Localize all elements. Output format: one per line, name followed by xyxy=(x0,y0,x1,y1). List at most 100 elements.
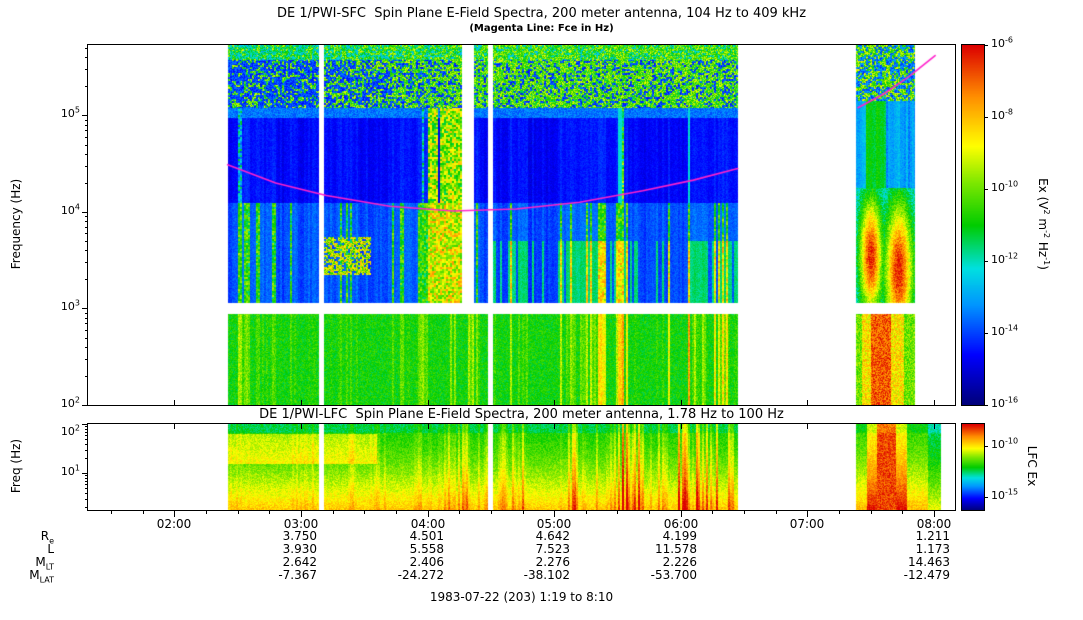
sfc-y-minor-tick xyxy=(85,347,88,348)
sfc-colorbar-tick-label: 10-14 xyxy=(991,323,1019,338)
lfc-x-major-tick xyxy=(934,424,935,429)
sfc-y-minor-tick xyxy=(85,279,88,280)
lfc-panel xyxy=(87,423,956,511)
ephemeris-value: 1.211 xyxy=(915,529,950,543)
lfc-y-minor-tick xyxy=(85,475,88,476)
lfc-y-minor-tick xyxy=(85,439,88,440)
sfc-colorbar-tick xyxy=(984,189,988,190)
sfc-y-tick-label: 104 xyxy=(60,202,80,217)
sfc-colorbar-tick xyxy=(984,405,988,406)
ephemeris-value: 4.199 xyxy=(662,529,697,543)
lfc-y-minor-tick xyxy=(85,450,88,451)
ephemeris-value: 2.226 xyxy=(662,555,697,569)
lfc-x-major-tick xyxy=(174,424,175,429)
lfc-y-minor-tick xyxy=(85,481,88,482)
x-axis-minor-tick xyxy=(871,511,872,514)
sfc-x-major-tick xyxy=(301,400,302,405)
sfc-y-major-tick xyxy=(82,212,88,213)
sfc-colorbar-tick-label: 10-6 xyxy=(991,35,1013,50)
x-axis-minor-tick xyxy=(269,511,270,514)
lfc-x-major-tick xyxy=(301,424,302,429)
x-axis-tick-label: 07:00 xyxy=(789,517,825,531)
ephemeris-value: 3.930 xyxy=(282,542,317,556)
sfc-title: DE 1/PWI-SFC Spin Plane E-Field Spectra,… xyxy=(276,6,807,21)
x-axis-minor-tick xyxy=(902,511,903,514)
sfc-x-major-tick xyxy=(934,400,935,405)
lfc-x-major-tick xyxy=(554,424,555,429)
ephemeris-value: 5.558 xyxy=(409,542,444,556)
lfc-y-minor-tick xyxy=(85,435,88,436)
sfc-colorbar-tick-label: 10-16 xyxy=(991,395,1019,410)
sfc-y-minor-tick xyxy=(85,130,88,131)
sfc-x-major-tick xyxy=(807,400,808,405)
ephemeris-row-label: L xyxy=(47,542,54,556)
sfc-colorbar-tick xyxy=(984,117,988,118)
sfc-y-minor-tick xyxy=(85,227,88,228)
sfc-colorbar-tick-label: 10-12 xyxy=(991,251,1019,266)
sfc-y-minor-tick xyxy=(85,338,88,339)
sfc-x-major-tick xyxy=(174,400,175,405)
sfc-y-tick-label: 103 xyxy=(60,298,80,313)
sfc-y-minor-tick xyxy=(85,145,88,146)
ephemeris-row-label: Re xyxy=(40,529,54,546)
sfc-y-minor-tick xyxy=(85,120,88,121)
sfc-y-minor-tick xyxy=(85,216,88,217)
lfc-y-minor-tick xyxy=(85,507,88,508)
x-axis-minor-tick xyxy=(839,511,840,514)
ephemeris-value: 1.173 xyxy=(915,542,950,556)
lfc-x-major-tick xyxy=(681,424,682,429)
sfc-x-major-tick xyxy=(554,400,555,405)
lfc-y-tick-label: 101 xyxy=(60,463,80,478)
x-axis-tick-label: 03:00 xyxy=(283,517,319,531)
sfc-colorbar-tick xyxy=(984,45,988,46)
sfc-y-minor-tick xyxy=(85,183,88,184)
ephemeris-value: 14.463 xyxy=(908,555,950,569)
lfc-y-minor-tick xyxy=(85,484,88,485)
sfc-y-minor-tick xyxy=(85,241,88,242)
lfc-colorbar-tick xyxy=(984,446,988,447)
sfc-x-major-tick xyxy=(681,400,682,405)
sfc-y-minor-tick xyxy=(85,233,88,234)
sfc-y-minor-tick xyxy=(85,221,88,222)
x-axis-minor-tick xyxy=(396,511,397,514)
x-axis-minor-tick xyxy=(491,511,492,514)
fce-legend-note: (Magenta Line: Fce in Hz) xyxy=(469,23,614,34)
lfc-y-major-tick xyxy=(82,424,88,425)
x-axis-minor-tick xyxy=(586,511,587,514)
sfc-colorbar-tick xyxy=(984,261,988,262)
x-axis-minor-tick xyxy=(776,511,777,514)
lfc-y-minor-tick xyxy=(85,499,88,500)
x-axis-tick-label: 02:00 xyxy=(156,517,192,531)
x-axis-minor-tick xyxy=(649,511,650,514)
sfc-y-minor-tick xyxy=(85,57,88,58)
sfc-y-minor-tick xyxy=(85,86,88,87)
x-axis-minor-tick xyxy=(744,511,745,514)
ephemeris-value: 2.642 xyxy=(282,555,317,569)
ephemeris-value: 4.642 xyxy=(535,529,570,543)
x-axis-minor-tick xyxy=(617,511,618,514)
sfc-y-minor-tick xyxy=(85,359,88,360)
lfc-y-minor-tick xyxy=(85,426,88,427)
x-axis-tick-label: 04:00 xyxy=(410,517,446,531)
lfc-y-minor-tick xyxy=(85,432,88,433)
x-axis-minor-tick xyxy=(143,511,144,514)
x-axis-minor-tick xyxy=(459,511,460,514)
sfc-y-minor-tick xyxy=(85,166,88,167)
x-axis-minor-tick xyxy=(523,511,524,514)
lfc-x-major-tick xyxy=(428,424,429,429)
ephemeris-value: 2.276 xyxy=(535,555,570,569)
lfc-y-minor-tick xyxy=(85,429,88,430)
sfc-y-minor-tick xyxy=(85,69,88,70)
lfc-y-minor-tick xyxy=(85,444,88,445)
lfc-y-minor-tick xyxy=(85,493,88,494)
x-axis-minor-tick xyxy=(364,511,365,514)
sfc-y-major-tick xyxy=(82,405,88,406)
sfc-y-tick-label: 102 xyxy=(60,395,80,410)
lfc-y-tick-label: 102 xyxy=(60,423,80,438)
ephemeris-value: 3.750 xyxy=(282,529,317,543)
x-axis-major-tick xyxy=(301,511,302,517)
lfc-colorbar xyxy=(961,423,985,511)
lfc-colorbar-canvas xyxy=(962,424,984,510)
ephemeris-value: 11.578 xyxy=(655,542,697,556)
